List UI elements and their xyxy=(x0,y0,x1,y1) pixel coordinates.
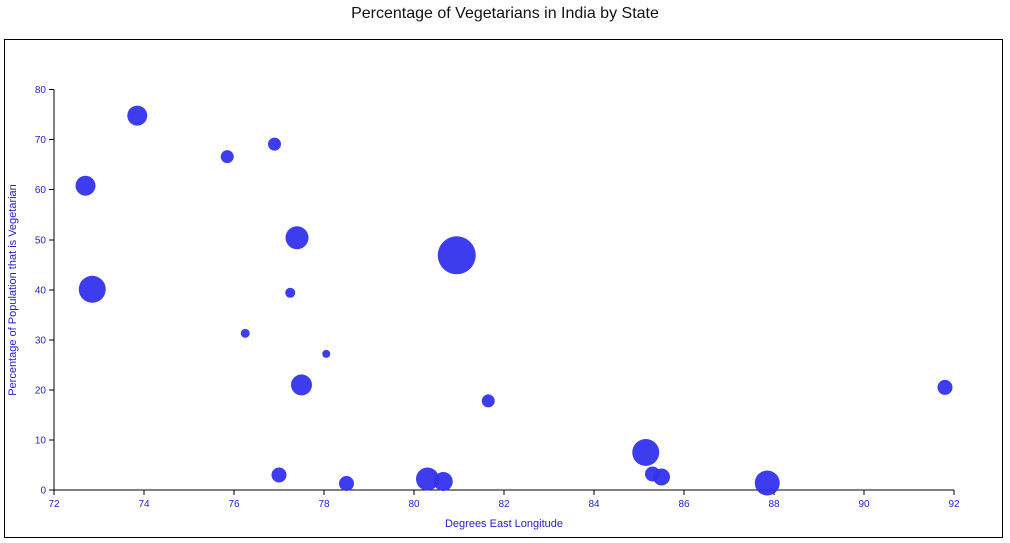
data-point[interactable] xyxy=(937,379,953,395)
data-point[interactable] xyxy=(127,105,148,126)
chart-title: Percentage of Vegetarians in India by St… xyxy=(351,5,659,22)
y-tick-label: 20 xyxy=(35,385,47,396)
data-point[interactable] xyxy=(291,374,312,396)
data-point[interactable] xyxy=(653,468,670,486)
y-tick-label: 80 xyxy=(35,85,47,96)
y-tick-label: 30 xyxy=(35,335,47,346)
x-tick-label: 72 xyxy=(48,499,60,510)
data-point[interactable] xyxy=(285,226,309,250)
chart-frame xyxy=(4,39,1003,538)
data-points xyxy=(75,105,953,496)
data-point[interactable] xyxy=(322,349,331,358)
x-tick-label: 82 xyxy=(498,499,510,510)
x-tick-label: 88 xyxy=(768,499,780,510)
data-point[interactable] xyxy=(268,137,281,151)
y-axis: 0 10 20 30 40 50 60 70 80 xyxy=(35,85,55,497)
y-tick-label: 60 xyxy=(35,185,47,196)
data-point[interactable] xyxy=(285,287,296,298)
y-tick-label: 50 xyxy=(35,235,47,246)
y-tick-label: 40 xyxy=(35,285,47,296)
x-tick-label: 92 xyxy=(948,499,960,510)
x-tick-label: 78 xyxy=(318,499,330,510)
x-axis-label: Degrees East Longitude xyxy=(445,518,563,530)
data-point[interactable] xyxy=(481,394,495,408)
x-axis: 72 74 76 78 80 82 84 86 88 90 92 xyxy=(48,489,960,510)
y-tick-label: 0 xyxy=(40,486,46,497)
data-point[interactable] xyxy=(437,236,476,275)
x-tick-label: 84 xyxy=(588,499,600,510)
x-tick-label: 90 xyxy=(858,499,870,510)
data-point[interactable] xyxy=(75,175,96,196)
y-axis-label: Percentage of Population that is Vegetar… xyxy=(7,184,19,396)
data-point[interactable] xyxy=(754,470,780,496)
data-point[interactable] xyxy=(271,467,287,483)
data-point[interactable] xyxy=(220,150,234,164)
y-tick-label: 10 xyxy=(35,435,47,446)
data-point[interactable] xyxy=(240,328,250,338)
data-point[interactable] xyxy=(632,438,660,466)
x-tick-label: 76 xyxy=(228,499,240,510)
data-point[interactable] xyxy=(433,471,453,491)
x-tick-label: 74 xyxy=(138,499,150,510)
x-tick-label: 86 xyxy=(678,499,690,510)
data-point[interactable] xyxy=(416,467,439,491)
data-point[interactable] xyxy=(78,275,106,303)
x-tick-label: 80 xyxy=(408,499,420,510)
data-point[interactable] xyxy=(339,475,354,491)
y-tick-label: 70 xyxy=(35,135,47,146)
